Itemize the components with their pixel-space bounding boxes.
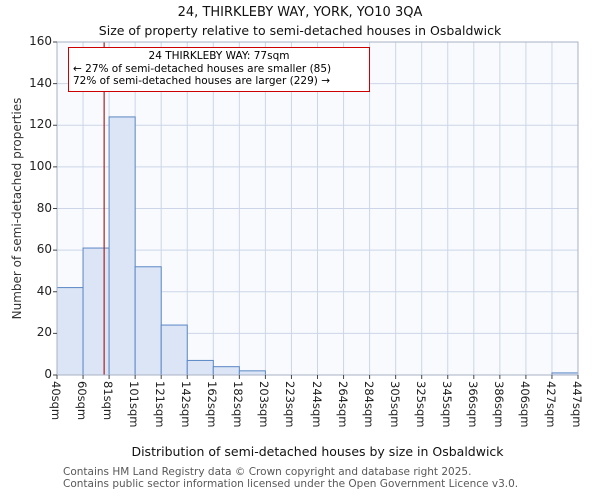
x-tick-label: 182sqm bbox=[231, 381, 246, 428]
y-tick-label: 120 bbox=[29, 117, 52, 132]
y-tick-label: 20 bbox=[36, 325, 52, 340]
y-tick-label: 160 bbox=[29, 34, 52, 48]
x-tick-label: 264sqm bbox=[335, 381, 350, 428]
chart-subtitle: Size of property relative to semi-detach… bbox=[98, 23, 502, 38]
y-tick-label: 100 bbox=[29, 158, 52, 173]
y-tick-label: 0 bbox=[44, 367, 52, 381]
property-annotation-box: 24 THIRKLEBY WAY: 77sqm ← 27% of semi-de… bbox=[68, 47, 370, 92]
x-tick-label: 121sqm bbox=[153, 381, 168, 428]
x-tick-label: 162sqm bbox=[205, 381, 220, 428]
y-tick-label: 80 bbox=[36, 200, 52, 215]
x-tick-label: 427sqm bbox=[543, 381, 558, 428]
x-tick-label: 345sqm bbox=[439, 381, 454, 428]
y-tick-label: 60 bbox=[36, 242, 52, 257]
x-tick-label: 101sqm bbox=[127, 381, 142, 428]
x-tick-label: 447sqm bbox=[570, 381, 584, 428]
x-tick-label: 244sqm bbox=[309, 381, 324, 428]
x-tick-label: 142sqm bbox=[179, 381, 194, 428]
footer-line-1: Contains HM Land Registry data © Crown c… bbox=[63, 466, 472, 478]
x-tick-label: 305sqm bbox=[387, 381, 402, 428]
footer: Contains HM Land Registry data © Crown c… bbox=[63, 466, 519, 490]
x-tick-label: 40sqm bbox=[49, 381, 63, 421]
x-tick-label: 366sqm bbox=[465, 381, 480, 428]
x-tick-label: 60sqm bbox=[75, 381, 90, 421]
x-tick-label: 406sqm bbox=[517, 381, 532, 428]
annotation-title: 24 THIRKLEBY WAY: 77sqm bbox=[148, 50, 290, 62]
annotation-larger-text: 72% of semi-detached houses are larger (… bbox=[73, 75, 330, 87]
x-tick-label: 386sqm bbox=[491, 381, 506, 428]
x-tick-label: 223sqm bbox=[283, 381, 298, 428]
x-tick-label: 81sqm bbox=[101, 381, 116, 421]
annotation-smaller-text: ← 27% of semi-detached houses are smalle… bbox=[73, 62, 332, 75]
x-tick-label: 284sqm bbox=[361, 381, 376, 428]
x-tick-label: 203sqm bbox=[257, 381, 272, 428]
footer-line-2: Contains public sector information licen… bbox=[63, 477, 519, 490]
y-tick-label: 140 bbox=[29, 75, 52, 90]
chart-title: 24, THIRKLEBY WAY, YORK, YO10 3QA bbox=[177, 5, 423, 20]
x-axis-label: Distribution of semi-detached houses by … bbox=[131, 444, 504, 459]
y-tick-label: 40 bbox=[36, 283, 52, 298]
x-tick-label: 325sqm bbox=[413, 381, 428, 428]
